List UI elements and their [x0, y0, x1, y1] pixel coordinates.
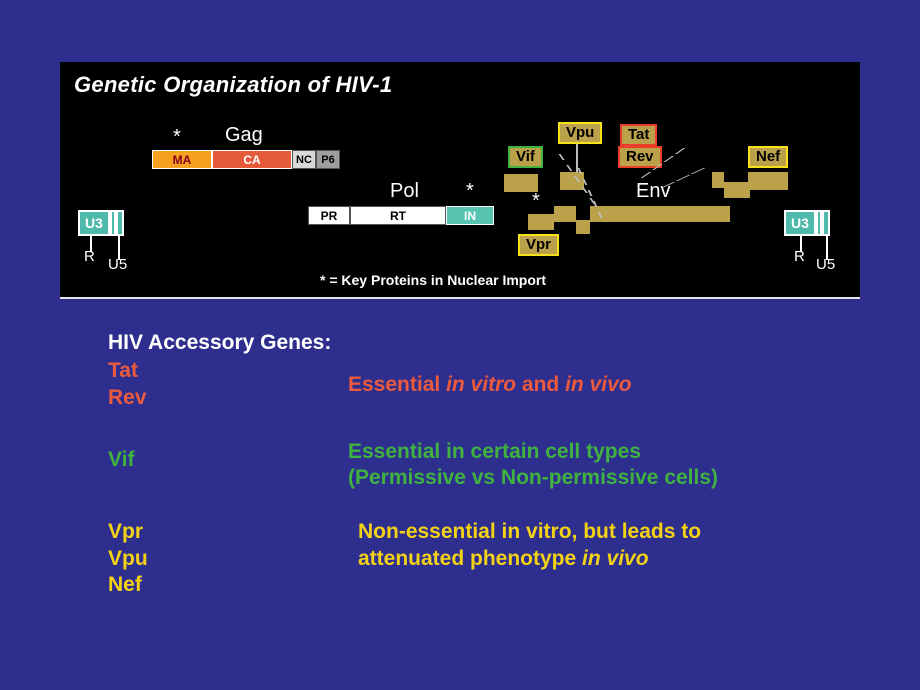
- gag-ma: MA: [152, 150, 212, 169]
- rev-exon2: [724, 182, 750, 198]
- gene-nef: Nef: [108, 572, 348, 598]
- lbl-r-left: R: [84, 248, 95, 265]
- label-vpr: Vpr: [518, 234, 559, 256]
- gene-rev: Rev: [108, 385, 348, 411]
- pol-star: *: [466, 180, 474, 203]
- lbl-r-right: R: [794, 248, 805, 265]
- genome-diagram: Genetic Organization of HIV-1 U3 R U5 * …: [60, 62, 860, 299]
- vpr-star: *: [532, 190, 540, 213]
- ltr-u3-right: U3: [784, 210, 816, 236]
- ltr-u5-left: [116, 210, 124, 236]
- key-proteins-note: * = Key Proteins in Nuclear Import: [320, 272, 546, 288]
- block-vpr: [528, 214, 554, 230]
- pol-pr: PR: [308, 206, 350, 225]
- text-content: HIV Accessory Genes: Tat Rev Essential i…: [108, 330, 828, 598]
- gag-p6: P6: [316, 150, 340, 169]
- ltr-u3-left: U3: [78, 210, 110, 236]
- gene-tat: Tat: [108, 358, 348, 384]
- gag-star: *: [173, 126, 181, 149]
- gene-vpu: Vpu: [108, 546, 348, 572]
- pol-label: Pol: [390, 180, 419, 203]
- env-label: Env: [636, 180, 670, 203]
- label-rev: Rev: [618, 146, 662, 168]
- block-nef: [748, 172, 788, 190]
- diagram-title: Genetic Organization of HIV-1: [74, 72, 392, 98]
- label-vif: Vif: [508, 146, 543, 168]
- lbl-u5-right: U5: [816, 256, 835, 273]
- rev-exon1: [576, 220, 590, 234]
- pol-rt: RT: [350, 206, 446, 225]
- gene-vif: Vif: [108, 439, 348, 473]
- gag-ca: CA: [212, 150, 292, 169]
- gene-vpr: Vpr: [108, 519, 348, 545]
- desc-group2: Essential in certain cell types (Permiss…: [348, 439, 828, 492]
- desc-group3: Non-essential in vitro, but leads to att…: [348, 519, 828, 598]
- lbl-u5-left: U5: [108, 256, 127, 273]
- pol-in: IN: [446, 206, 494, 225]
- heading-accessory-genes: HIV Accessory Genes:: [108, 330, 828, 356]
- gag-label: Gag: [225, 124, 263, 147]
- label-nef: Nef: [748, 146, 788, 168]
- desc-group1: Essential in vitro and in vivo: [348, 358, 828, 411]
- label-vpu: Vpu: [558, 122, 602, 144]
- tat-exon1: [554, 206, 576, 222]
- ltr-u5-right: [822, 210, 830, 236]
- label-tat: Tat: [620, 124, 657, 146]
- gag-nc: NC: [292, 150, 316, 169]
